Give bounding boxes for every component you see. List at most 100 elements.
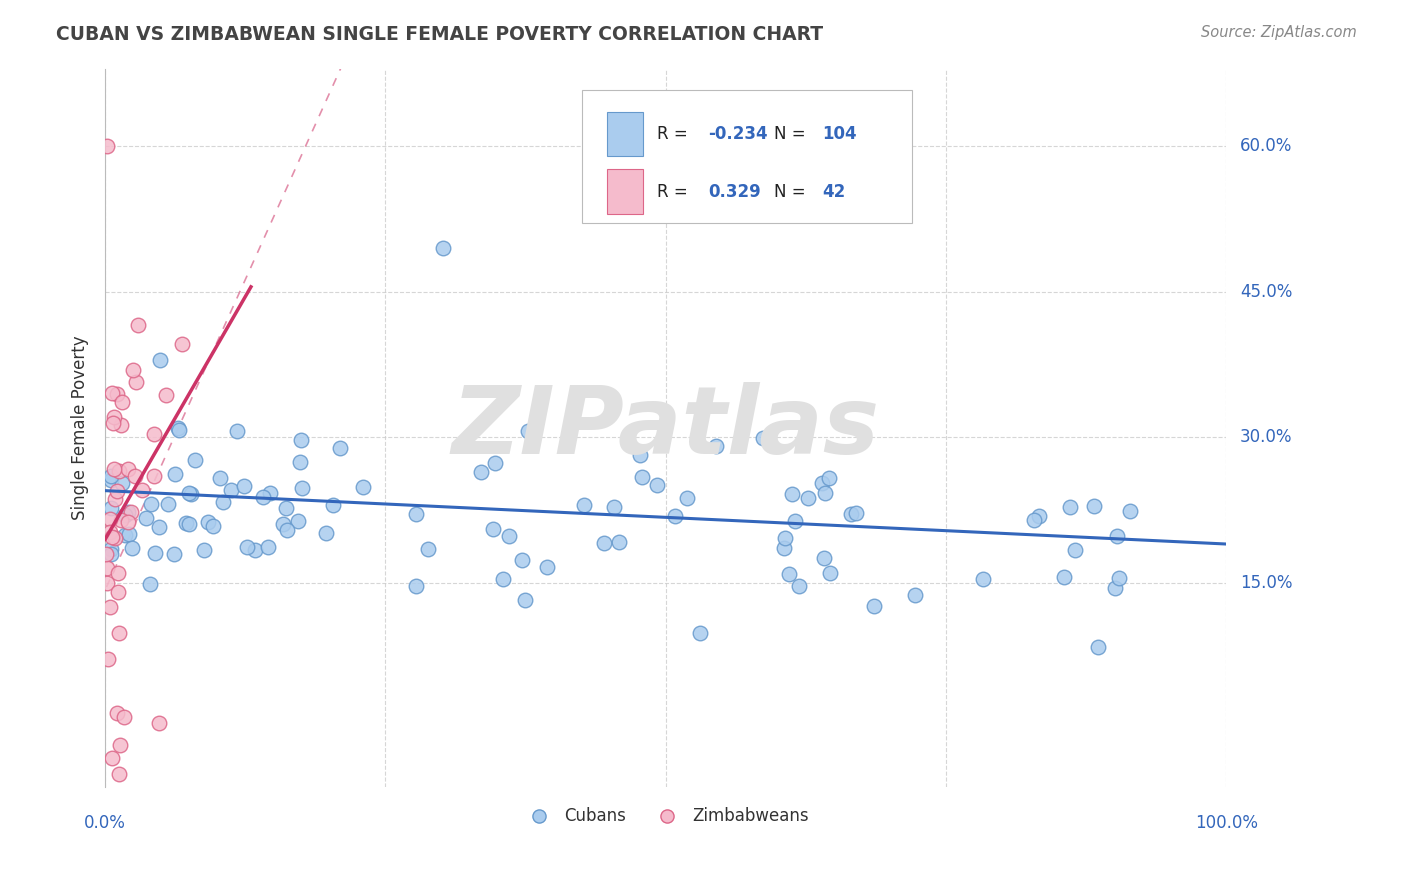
Point	[704, 439, 727, 453]
Point	[103, 409, 125, 424]
Point	[574, 498, 596, 512]
Point	[845, 506, 868, 520]
Point	[236, 540, 259, 554]
Point	[125, 375, 148, 389]
Point	[818, 566, 841, 580]
Point	[143, 546, 166, 560]
Point	[814, 485, 837, 500]
Point	[180, 487, 202, 501]
Point	[179, 516, 201, 531]
Point	[482, 523, 505, 537]
Point	[817, 471, 839, 485]
Y-axis label: Single Female Poverty: Single Female Poverty	[72, 335, 89, 520]
Point	[174, 516, 197, 530]
Point	[1083, 499, 1105, 513]
Point	[117, 505, 139, 519]
Point	[322, 498, 344, 512]
Point	[124, 468, 146, 483]
Point	[148, 715, 170, 730]
Point	[904, 588, 927, 602]
Point	[172, 337, 194, 351]
Point	[96, 139, 118, 153]
Point	[100, 473, 122, 487]
Point	[276, 524, 298, 538]
Point	[157, 497, 180, 511]
Point	[131, 483, 153, 497]
Text: 30.0%: 30.0%	[1240, 428, 1292, 446]
Point	[276, 501, 298, 516]
Point	[104, 492, 127, 507]
Point	[122, 363, 145, 377]
Point	[202, 519, 225, 533]
Text: 42: 42	[823, 183, 846, 201]
Point	[104, 532, 127, 546]
Point	[352, 480, 374, 494]
Text: N =: N =	[775, 183, 811, 201]
Point	[94, 548, 117, 562]
Point	[219, 483, 242, 498]
Point	[114, 508, 136, 522]
Point	[100, 501, 122, 516]
Point	[108, 738, 131, 752]
Point	[664, 508, 686, 523]
Point	[149, 353, 172, 368]
Point	[631, 470, 654, 484]
Point	[259, 486, 281, 500]
Point	[862, 599, 884, 613]
Point	[288, 455, 311, 469]
Point	[513, 592, 536, 607]
Point	[773, 531, 796, 545]
Text: 45.0%: 45.0%	[1240, 283, 1292, 301]
Point	[689, 626, 711, 640]
Text: N =: N =	[775, 125, 811, 143]
Text: R =: R =	[657, 183, 693, 201]
Point	[810, 475, 832, 490]
Text: 15.0%: 15.0%	[1240, 574, 1292, 591]
Point	[498, 528, 520, 542]
Point	[839, 507, 862, 521]
Point	[142, 468, 165, 483]
FancyBboxPatch shape	[582, 90, 912, 223]
Point	[105, 387, 128, 401]
Point	[139, 577, 162, 591]
Text: 0.329: 0.329	[709, 183, 761, 201]
Point	[118, 527, 141, 541]
Point	[1053, 570, 1076, 584]
Point	[607, 535, 630, 549]
FancyBboxPatch shape	[607, 112, 644, 156]
Point	[98, 512, 121, 526]
Point	[108, 625, 131, 640]
Text: ZIPatlas: ZIPatlas	[451, 382, 880, 474]
Point	[603, 500, 626, 515]
Legend: Cubans, Zimbabweans: Cubans, Zimbabweans	[516, 801, 815, 832]
Point	[111, 475, 134, 490]
Point	[110, 418, 132, 433]
Point	[778, 566, 800, 581]
Point	[96, 575, 118, 590]
Point	[492, 572, 515, 586]
Point	[100, 547, 122, 561]
Point	[329, 441, 352, 455]
Point	[780, 487, 803, 501]
Point	[117, 461, 139, 475]
Point	[110, 512, 132, 526]
Point	[197, 515, 219, 529]
Point	[169, 423, 191, 437]
Point	[97, 652, 120, 666]
Point	[783, 515, 806, 529]
Point	[114, 528, 136, 542]
Point	[98, 600, 121, 615]
Text: 104: 104	[823, 125, 858, 143]
Point	[177, 486, 200, 500]
Point	[787, 579, 810, 593]
Point	[142, 427, 165, 442]
Point	[416, 541, 439, 556]
Point	[1104, 581, 1126, 595]
Point	[148, 520, 170, 534]
Text: Source: ZipAtlas.com: Source: ZipAtlas.com	[1201, 25, 1357, 40]
Point	[108, 767, 131, 781]
Point	[167, 420, 190, 434]
Point	[1022, 513, 1045, 527]
Point	[517, 424, 540, 438]
Point	[96, 560, 118, 574]
